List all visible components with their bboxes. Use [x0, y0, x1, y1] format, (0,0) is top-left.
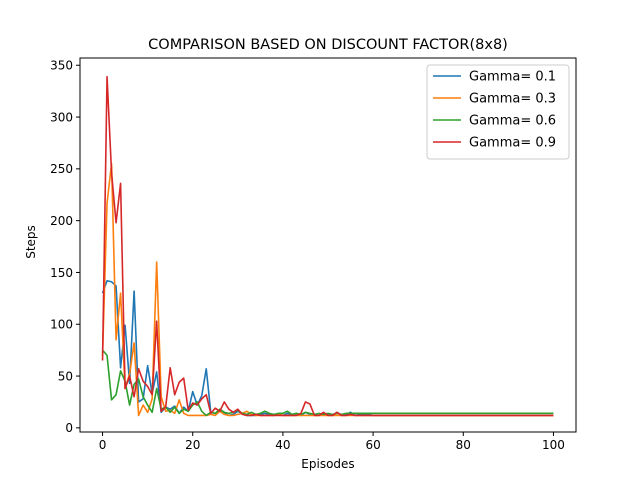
x-axis-label: Episodes — [301, 457, 354, 471]
x-tick-label: 20 — [185, 438, 200, 452]
y-tick-label: 100 — [50, 318, 73, 332]
y-tick-label: 50 — [58, 369, 73, 383]
legend: Gamma= 0.1 Gamma= 0.3 Gamma= 0.6 Gamma= 0.9 — [426, 64, 570, 160]
y-axis-label: Steps — [24, 225, 38, 259]
y-tick-label: 350 — [50, 59, 73, 73]
legend-label-2: Gamma= 0.3 — [469, 92, 556, 107]
y-tick-label: 300 — [50, 110, 73, 124]
y-tick-label: 0 — [65, 421, 73, 435]
x-tick-label: 60 — [365, 438, 380, 452]
chart-title: COMPARISON BASED ON DISCOUNT FACTOR(8x8) — [148, 37, 508, 53]
x-tick-label: 0 — [99, 438, 107, 452]
legend-label-1: Gamma= 0.1 — [469, 70, 556, 85]
legend-label-3: Gamma= 0.6 — [469, 114, 556, 129]
legend-label-4: Gamma= 0.9 — [469, 136, 556, 151]
legend-box — [426, 64, 570, 160]
series-line-4 — [101, 75, 554, 417]
plot-frame — [79, 57, 577, 433]
series-layer — [101, 75, 554, 417]
x-tick-label: 80 — [456, 438, 471, 452]
x-tick-label: 100 — [542, 438, 565, 452]
x-tick-label: 40 — [275, 438, 290, 452]
axes-layer: 0 20 40 60 80 100 0 50 100 150 200 250 300 350 — [50, 57, 577, 452]
y-tick-label: 250 — [50, 162, 73, 176]
y-tick-label: 200 — [50, 214, 73, 228]
y-tick-label: 150 — [50, 266, 73, 280]
